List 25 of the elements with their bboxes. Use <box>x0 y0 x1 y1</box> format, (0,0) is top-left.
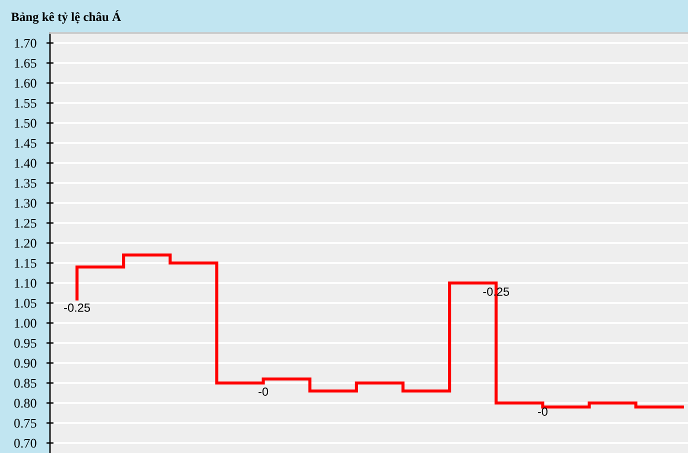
y-tick-label: 1.65 <box>14 58 36 68</box>
y-tick-label: 1.15 <box>14 258 36 268</box>
annotation: -0 <box>538 407 548 416</box>
y-tick-label: 0.75 <box>14 418 36 428</box>
y-tick-label: 1.50 <box>14 118 36 128</box>
chart-title: Bảng kê tỷ lệ châu Á <box>11 10 121 24</box>
y-tick-label: 1.45 <box>14 138 36 148</box>
annotation: -0.25 <box>64 303 90 312</box>
y-tick-label: 1.25 <box>14 218 36 228</box>
y-tick-label: 1.10 <box>14 278 36 288</box>
y-tick-label: 1.40 <box>14 158 36 168</box>
y-tick-label: 1.30 <box>14 198 36 208</box>
y-tick-label: 0.95 <box>14 338 36 348</box>
y-tick-label: 1.35 <box>14 178 36 188</box>
y-tick-label: 1.00 <box>14 318 36 328</box>
y-tick-label: 0.80 <box>14 398 36 408</box>
y-tick-label: 1.55 <box>14 98 36 108</box>
y-tick-label: 1.20 <box>14 238 36 248</box>
y-tick-label: 0.90 <box>14 358 36 368</box>
annotation: -0 <box>258 387 268 396</box>
y-tick-label: 0.70 <box>14 438 36 448</box>
y-tick-label: 0.85 <box>14 378 36 388</box>
y-tick-label: 1.70 <box>14 38 36 48</box>
y-tick-label: 1.60 <box>14 78 36 88</box>
y-tick-label: 1.05 <box>14 298 36 308</box>
